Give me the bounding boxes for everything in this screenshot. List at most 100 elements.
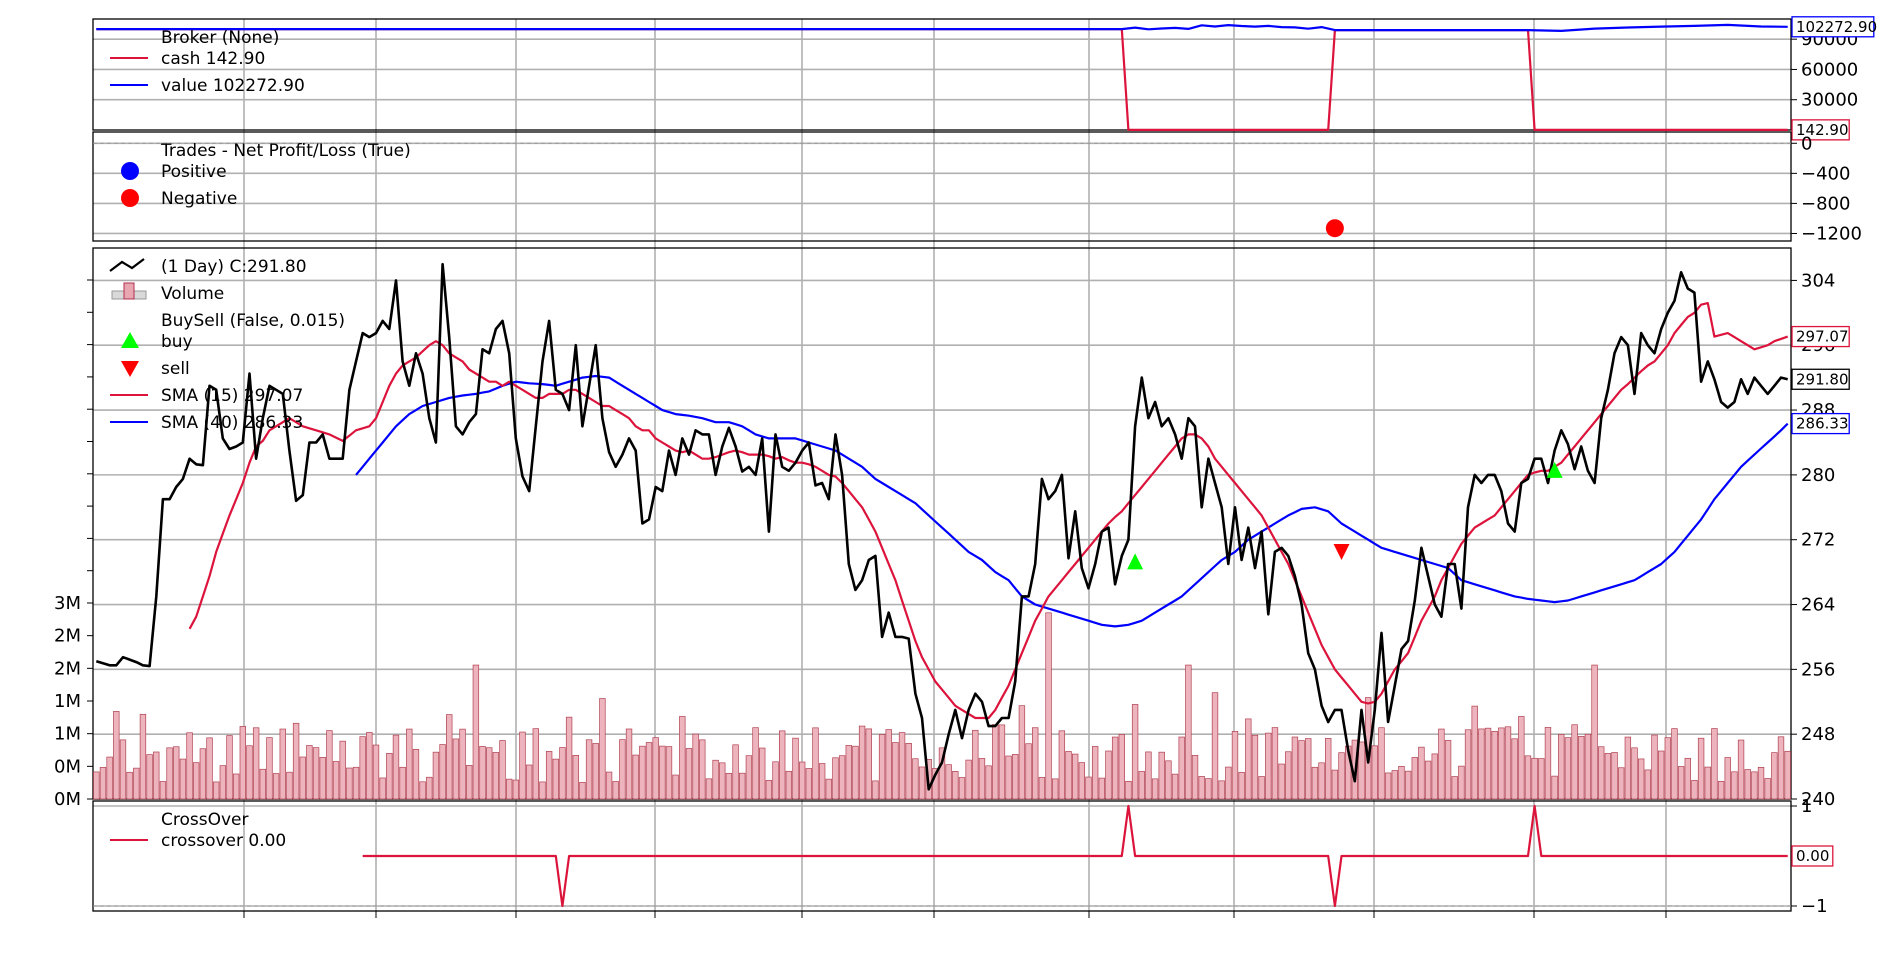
- crossover-line-0: [362, 804, 1788, 908]
- volume-bar-177: [1271, 727, 1279, 800]
- volume-bar-204: [1451, 776, 1458, 800]
- volume-bar-98: [745, 755, 753, 800]
- volume-bar-154: [1118, 734, 1125, 800]
- volume-bar-252: [1771, 752, 1778, 800]
- volume-bar-132: [972, 729, 979, 800]
- chart-panels: 300006000090000142.90102272.900−400−800−…: [54, 16, 1877, 918]
- volume-bar-159: [1151, 778, 1159, 800]
- volume-bar-110: [825, 778, 832, 800]
- trades-legend-icon-0: [121, 162, 139, 180]
- volume-bar-169: [1218, 780, 1225, 800]
- broker-legend-text-1: value 102272.90: [161, 76, 305, 96]
- volume-bar-212: [1504, 726, 1512, 800]
- volume-bar-136: [998, 724, 1006, 800]
- volume-bar-112: [838, 755, 846, 800]
- volume-bar-65: [525, 764, 533, 800]
- volume-bar-19: [219, 765, 227, 800]
- volume-bar-93: [712, 759, 719, 800]
- volume-bar-20: [226, 735, 233, 800]
- volume-bar-246: [1731, 771, 1738, 800]
- price-legend-icon-1-accent: [123, 282, 135, 300]
- trades-ytick-label-0: 0: [1801, 133, 1812, 154]
- volume-bar-7: [139, 713, 147, 800]
- volume-bar-2: [106, 756, 113, 800]
- volume-bar-66: [532, 728, 539, 800]
- volume-bar-179: [1285, 751, 1292, 800]
- volume-bar-195: [1391, 770, 1398, 800]
- volume-bar-151: [1098, 777, 1105, 800]
- volume-bar-237: [1671, 728, 1678, 800]
- volume-bar-68: [545, 751, 553, 800]
- cash-last-label-box: [1791, 119, 1850, 141]
- volume-bar-200: [1424, 760, 1432, 800]
- volume-bar-148: [1078, 762, 1086, 800]
- price-ytick-label-8: 304: [1801, 270, 1835, 291]
- volume-bar-128: [945, 764, 952, 800]
- volume-bar-100: [759, 747, 766, 800]
- volume-bar-155: [1125, 780, 1132, 800]
- volume-bar-24: [252, 727, 260, 800]
- price-last-label-1: 291.80: [1791, 368, 1850, 390]
- volume-bar-135: [992, 724, 999, 800]
- crossover-legend-text-0: crossover 0.00: [161, 831, 286, 851]
- value-last-label-text: 102272.90: [1796, 18, 1877, 36]
- volume-bar-95: [725, 773, 733, 800]
- trades-ytick-label-2: −800: [1801, 193, 1850, 214]
- trades-ytick-label-1: −400: [1801, 163, 1850, 184]
- volume-bar-82: [639, 745, 646, 800]
- volume-bar-61: [499, 740, 506, 800]
- value-last-label: 102272.90: [1791, 16, 1877, 38]
- volume-bar-46: [399, 766, 406, 800]
- volume-bar-182: [1305, 738, 1312, 800]
- volume-bar-8: [146, 754, 153, 800]
- volume-bar-78: [612, 781, 619, 800]
- volume-bar-240: [1691, 780, 1698, 800]
- volume-bar-178: [1278, 763, 1285, 800]
- volume-bar-220: [1558, 734, 1565, 800]
- volume-bar-37: [339, 740, 346, 800]
- volume-bar-96: [732, 744, 739, 800]
- price-last-label-1-box: [1791, 368, 1850, 390]
- volume-bar-127: [938, 747, 946, 800]
- volume-bar-209: [1484, 727, 1492, 800]
- volume-bar-49: [419, 781, 426, 800]
- volume-bar-152: [1105, 750, 1112, 800]
- price-frame: [92, 247, 1792, 800]
- volume-bar-76: [599, 698, 606, 800]
- price-last-label-2: 286.33: [1791, 412, 1850, 435]
- volume-bar-143: [1045, 612, 1052, 800]
- volume-bar-12: [173, 746, 180, 800]
- volume-bar-90: [692, 733, 699, 800]
- volume-bar-59: [486, 747, 493, 800]
- volume-bar-101: [765, 780, 773, 800]
- volume-bar-1: [99, 767, 107, 800]
- volume-bar-114: [852, 745, 859, 800]
- volume-bar-165: [1191, 755, 1199, 800]
- volume-bar-105: [792, 737, 799, 800]
- volume-bar-11: [166, 747, 173, 800]
- volume-bar-196: [1398, 765, 1405, 800]
- volume-bar-239: [1684, 757, 1691, 800]
- volume-bar-222: [1571, 724, 1578, 800]
- volume-bar-42: [372, 744, 380, 800]
- volume-bar-145: [1058, 730, 1066, 800]
- volume-bar-88: [679, 716, 686, 800]
- price-last-label-1-text: 291.80: [1796, 370, 1849, 388]
- value-line-1: [1121, 24, 1336, 32]
- volume-bar-71: [565, 716, 573, 800]
- volume-bar-149: [1085, 776, 1092, 800]
- volume-bar-17: [206, 737, 213, 800]
- crossover-last-label: 0.00: [1791, 845, 1834, 867]
- volume-bar-34: [319, 757, 326, 800]
- volume-bar-137: [1005, 755, 1012, 800]
- volume-bars: [93, 612, 1791, 800]
- sell-marker-0: [1333, 544, 1350, 561]
- buy-marker-0: [1127, 553, 1144, 570]
- volume-bar-197: [1404, 770, 1412, 800]
- volume-bar-146: [1065, 751, 1072, 800]
- volume-bar-41: [366, 732, 373, 800]
- price-ytick-label-4: 272: [1801, 530, 1835, 551]
- volume-bar-106: [798, 761, 806, 800]
- volume-bar-227: [1604, 753, 1612, 800]
